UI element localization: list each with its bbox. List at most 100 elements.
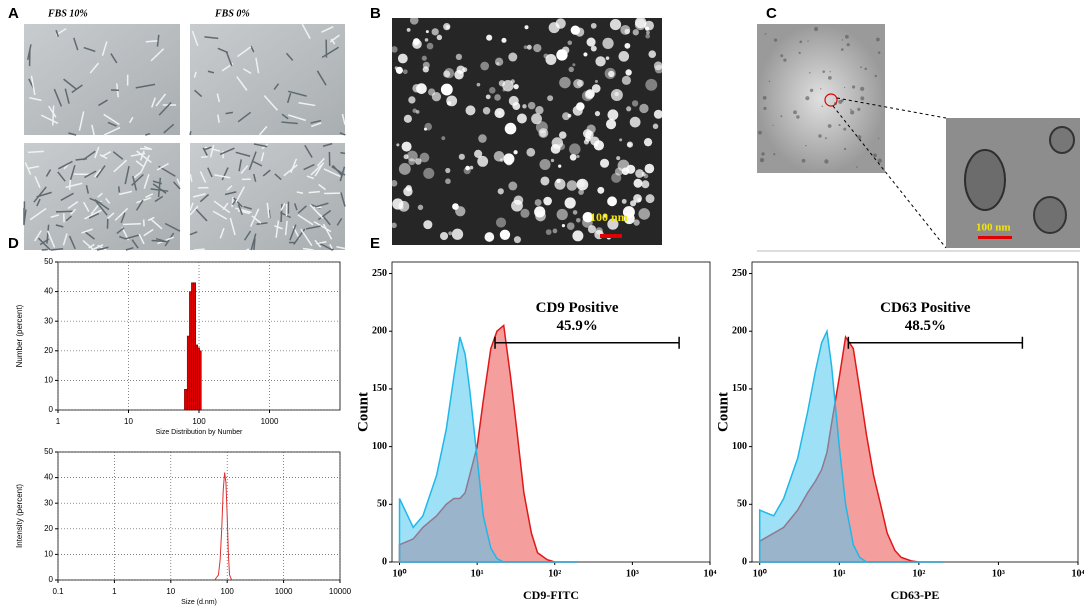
cell [251, 215, 262, 224]
debris [876, 37, 880, 42]
cell [73, 37, 79, 51]
particle [585, 89, 595, 99]
cell [336, 245, 346, 250]
cell [114, 207, 129, 221]
particle [645, 33, 651, 39]
cell [308, 190, 320, 194]
particle [595, 56, 606, 67]
particle [494, 107, 505, 119]
debris [856, 166, 858, 168]
cell [62, 233, 68, 246]
cell [258, 125, 268, 136]
particle [431, 92, 442, 102]
cell [64, 88, 70, 104]
cell [236, 46, 252, 58]
particle [646, 30, 650, 35]
cell [117, 186, 121, 193]
cell [189, 231, 198, 236]
particle [591, 84, 601, 93]
cell [332, 164, 344, 177]
cell [158, 101, 172, 116]
debris [838, 123, 841, 127]
y-tick-label: 50 [377, 499, 387, 510]
debris [773, 153, 776, 156]
debris [850, 110, 855, 115]
cell [192, 193, 206, 198]
particle [572, 230, 584, 242]
cell [249, 208, 260, 227]
cell [93, 168, 102, 178]
cell [256, 222, 268, 225]
particle [510, 79, 515, 84]
particle [533, 43, 542, 53]
particle [412, 108, 417, 113]
cell [216, 93, 221, 103]
cell [323, 168, 341, 178]
particle [634, 18, 647, 31]
cell [57, 171, 66, 182]
particle [641, 180, 650, 189]
particle [633, 194, 642, 203]
bar [186, 335, 190, 411]
panel-label: B [370, 5, 381, 22]
x-tick-label: 1 [112, 587, 117, 596]
particle [599, 158, 610, 168]
debris [824, 137, 827, 140]
cell [189, 205, 199, 216]
cell [310, 164, 323, 176]
particle [424, 122, 433, 131]
bar [189, 291, 192, 411]
particle [576, 217, 581, 223]
debris [846, 43, 850, 47]
particle [513, 150, 518, 155]
scale-bar [600, 234, 622, 238]
cell [322, 142, 333, 147]
cell [81, 228, 93, 234]
particle [611, 172, 622, 183]
cell [339, 166, 346, 182]
micrograph [190, 143, 345, 250]
particle [644, 163, 655, 174]
particle [558, 164, 562, 168]
debris [780, 115, 783, 118]
cell [226, 185, 233, 191]
particle [445, 167, 451, 174]
zoom-line [836, 97, 947, 119]
particle [423, 127, 428, 131]
particle [508, 52, 518, 62]
debris [783, 58, 787, 62]
particle [526, 147, 536, 157]
cell [29, 97, 42, 102]
cell [147, 216, 155, 222]
debris [877, 137, 880, 140]
particle [597, 186, 605, 194]
particle [446, 95, 458, 107]
particle [616, 156, 621, 161]
y-tick-label: 50 [44, 257, 53, 266]
cell [229, 217, 236, 236]
bar [191, 282, 194, 411]
particle [417, 204, 424, 211]
debris [818, 134, 822, 138]
debris [762, 95, 767, 100]
cell [103, 126, 121, 136]
cell [82, 150, 96, 161]
cell [50, 247, 64, 251]
particle [576, 79, 584, 87]
x-tick-label: 10⁰ [753, 568, 767, 579]
zoom-line [832, 105, 947, 249]
particle [648, 50, 657, 59]
y-tick-label: 200 [732, 326, 747, 337]
particle [419, 152, 430, 163]
cell [243, 205, 252, 210]
cell [84, 209, 102, 220]
cell [219, 227, 225, 239]
y-tick-label: 250 [732, 268, 747, 279]
particle [556, 208, 568, 221]
cell [203, 146, 212, 151]
cell [298, 101, 316, 107]
particle [477, 155, 489, 167]
x-tick-label: 10⁰ [393, 568, 407, 579]
particle [618, 51, 630, 62]
cell [69, 164, 76, 181]
